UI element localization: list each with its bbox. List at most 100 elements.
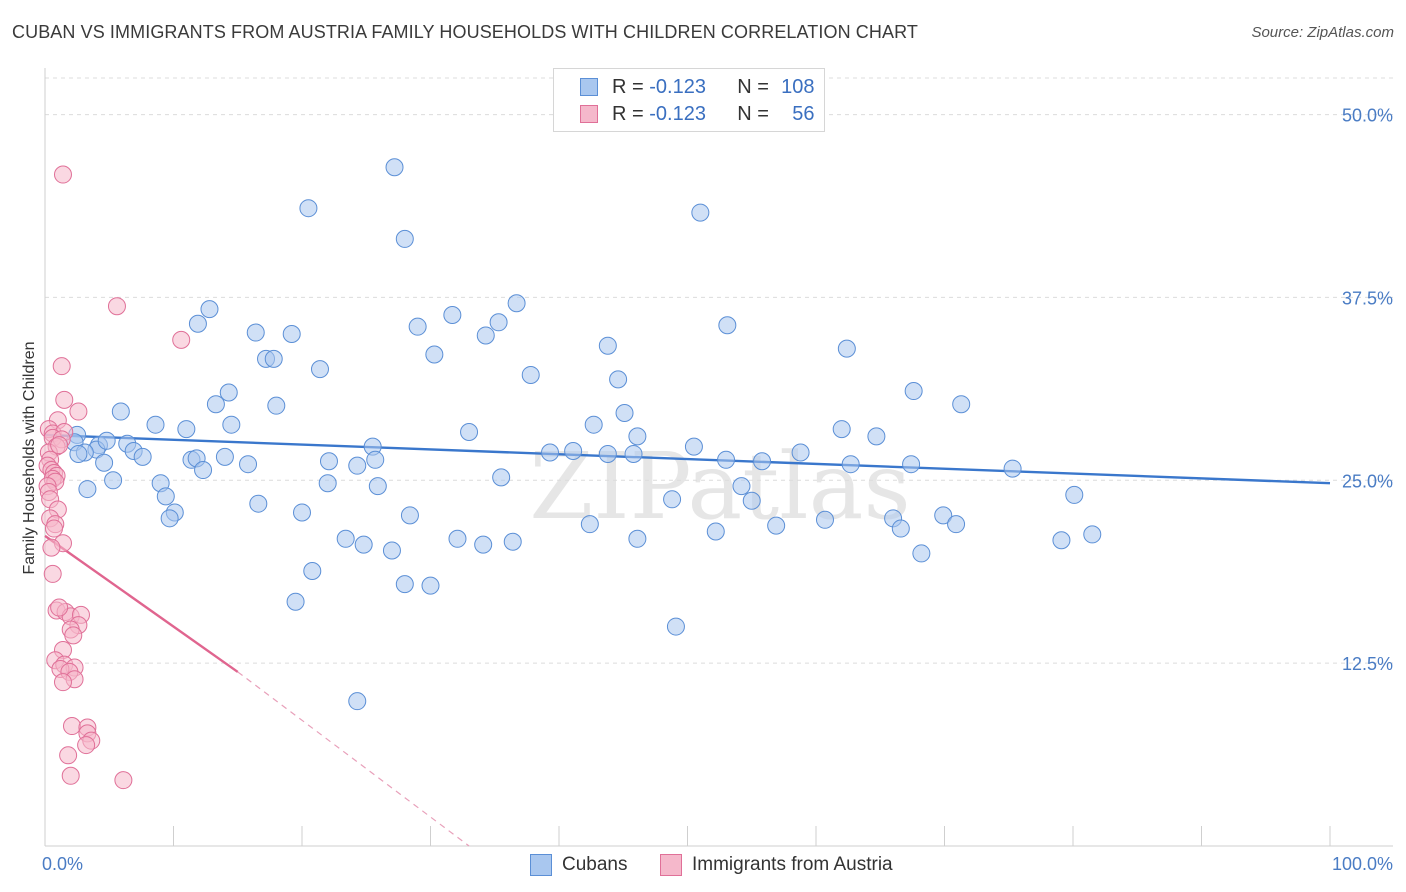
point-cubans xyxy=(717,450,736,469)
legend-r-label: R = xyxy=(612,75,644,98)
point-cubans xyxy=(382,541,401,560)
point-cubans xyxy=(732,477,751,496)
point-cubans xyxy=(706,522,725,541)
point-cubans xyxy=(521,365,540,384)
point-cubans xyxy=(421,576,440,595)
point-cubans xyxy=(348,456,367,475)
legend-r-label: R = xyxy=(612,102,644,125)
x-tick-label: 100.0% xyxy=(1332,854,1393,874)
bottom-legend-cubans: Cubans xyxy=(530,852,628,878)
point-cubans xyxy=(395,229,414,248)
y-tick-label: 12.5% xyxy=(1342,654,1393,674)
point-austria xyxy=(172,330,191,349)
point-cubans xyxy=(249,494,268,513)
point-cubans xyxy=(1003,459,1022,478)
point-cubans xyxy=(239,455,258,474)
point-cubans xyxy=(767,516,786,535)
legend-n-value: 56 xyxy=(792,102,815,125)
point-cubans xyxy=(293,503,311,522)
point-cubans xyxy=(385,158,404,177)
legend-n-label: N = xyxy=(737,75,769,98)
point-cubans xyxy=(400,506,419,525)
bottom-legend-label-austria: Immigrants from Austria xyxy=(692,854,893,875)
point-cubans xyxy=(146,415,165,434)
point-cubans xyxy=(628,427,647,446)
point-cubans xyxy=(891,519,910,538)
point-cubans xyxy=(684,437,703,456)
point-austria xyxy=(50,598,69,617)
point-cubans xyxy=(408,317,427,336)
point-cubans xyxy=(219,383,238,402)
point-cubans xyxy=(867,427,886,446)
chart-title: CUBAN VS IMMIGRANTS FROM AUSTRIA FAMILY … xyxy=(12,22,918,42)
trend-line-austria-extension xyxy=(237,671,470,847)
point-cubans xyxy=(206,395,225,414)
point-austria xyxy=(42,538,61,557)
point-cubans xyxy=(598,336,617,355)
point-cubans xyxy=(78,480,97,499)
point-austria xyxy=(107,297,126,316)
point-cubans xyxy=(584,415,603,434)
trend-line-cubans xyxy=(44,433,1331,485)
point-cubans xyxy=(815,510,834,529)
point-austria xyxy=(59,746,78,765)
point-cubans xyxy=(624,444,643,463)
point-cubans xyxy=(947,515,966,534)
point-cubans xyxy=(663,490,682,509)
point-cubans xyxy=(133,447,152,466)
legend-swatch-cubans xyxy=(580,78,598,96)
point-cubans xyxy=(97,431,116,450)
correlation-legend: R = -0.123 N = 108 R = -0.123 N = 56 xyxy=(553,68,825,132)
point-cubans xyxy=(742,491,761,510)
point-cubans xyxy=(156,487,175,506)
y-tick-label: 25.0% xyxy=(1342,471,1393,491)
point-cubans xyxy=(492,468,511,487)
point-cubans xyxy=(282,325,301,343)
point-cubans xyxy=(1083,525,1102,544)
y-tick-label: 50.0% xyxy=(1342,106,1393,126)
legend-swatch-austria xyxy=(580,105,598,123)
legend-row-austria: R = -0.123 N = 56 xyxy=(580,101,815,127)
tick-labels: 12.5% 25.0% 37.5% 50.0% 0.0% 100.0% xyxy=(42,106,1393,874)
point-cubans xyxy=(443,305,462,324)
point-cubans xyxy=(841,455,860,474)
point-austria xyxy=(44,519,63,538)
point-cubans xyxy=(474,535,493,554)
bottom-legend-label-cubans: Cubans xyxy=(562,854,628,875)
point-cubans xyxy=(318,474,337,493)
point-cubans xyxy=(580,515,599,534)
point-cubans xyxy=(395,575,414,594)
point-cubans xyxy=(69,444,88,463)
point-cubans xyxy=(609,370,628,389)
point-cubans xyxy=(934,506,953,525)
point-cubans xyxy=(476,326,495,345)
trend-lines xyxy=(44,433,1331,847)
point-austria xyxy=(50,436,69,455)
point-austria xyxy=(53,673,72,692)
point-cubans xyxy=(319,452,338,471)
point-cubans xyxy=(336,529,355,548)
point-cubans xyxy=(718,316,737,335)
legend-row-cubans: R = -0.123 N = 108 xyxy=(580,74,815,100)
point-austria xyxy=(55,390,74,409)
point-cubans xyxy=(753,452,772,471)
point-cubans xyxy=(188,314,207,333)
y-tick-label: 37.5% xyxy=(1342,288,1393,308)
point-cubans xyxy=(368,477,387,496)
point-cubans xyxy=(460,423,479,442)
point-austria xyxy=(69,402,88,421)
legend-n-value: 108 xyxy=(781,75,815,98)
point-cubans xyxy=(246,323,265,342)
point-cubans xyxy=(615,403,634,422)
bottom-legend-austria: Immigrants from Austria xyxy=(660,852,893,878)
source-label: Source: ZipAtlas.com xyxy=(1251,24,1394,41)
point-cubans xyxy=(160,509,179,528)
point-austria xyxy=(62,717,81,736)
gridlines xyxy=(45,77,1393,664)
point-cubans xyxy=(104,471,123,490)
point-cubans xyxy=(628,529,647,548)
point-austria xyxy=(43,564,62,583)
point-cubans xyxy=(286,592,305,611)
point-cubans xyxy=(366,450,385,469)
